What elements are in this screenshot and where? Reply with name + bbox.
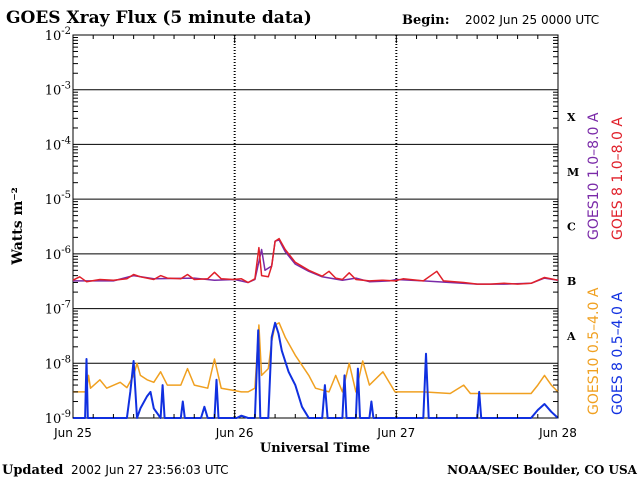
plot-area [72,34,559,419]
y-tick-label: 10-6 [45,245,71,263]
y-tick-label: 10-8 [45,354,71,372]
y-tick-label: 10-7 [45,300,71,318]
series-layer [72,237,559,419]
x-tick-label: Jun 27 [376,426,415,440]
y-tick-label: 10-3 [45,81,71,99]
flare-class-label: M [567,166,579,179]
begin-value: 2002 Jun 25 0000 UTC [465,13,599,27]
x-tick-label: Jun 25 [53,426,92,440]
chart-title: GOES Xray Flux (5 minute data) [6,8,312,28]
y-tick-label: 10-5 [45,190,71,208]
series-line [73,322,559,395]
y-tick-label: 10-9 [45,409,71,427]
legend-entry: GOES10 0.5–4.0 A [586,287,602,415]
x-tick-label: Jun 28 [538,426,577,440]
flare-class-label: B [567,275,576,288]
legend-entry: GOES10 1.0–8.0 A [586,112,602,240]
y-tick-label: 10-2 [45,26,71,44]
source-credit: NOAA/SEC Boulder, CO USA [447,463,638,477]
grid [73,34,558,419]
updated-label: Updated [2,463,63,478]
series-line [73,239,559,285]
x-axis-label: Universal Time [260,441,370,456]
updated-value: 2002 Jun 27 23:56:03 UTC [71,463,229,477]
flare-class-label: C [567,221,576,234]
y-axis-label: Watts m⁻² [10,187,26,266]
flare-class-label: X [567,111,576,124]
series-line [72,237,559,285]
series-line [73,321,559,419]
legend-entry: GOES 8 1.0–8.0 A [610,117,626,240]
begin-label: Begin: [402,13,450,28]
y-tick-label: 10-4 [45,135,71,153]
flare-class-label: A [566,330,576,343]
legend: GOES10 1.0–8.0 A GOES 8 1.0–8.0 A GOES10 0… [586,112,626,415]
legend-entry: GOES 8 0.5–4.0 A [610,292,626,415]
x-tick-label: Jun 26 [215,426,254,440]
